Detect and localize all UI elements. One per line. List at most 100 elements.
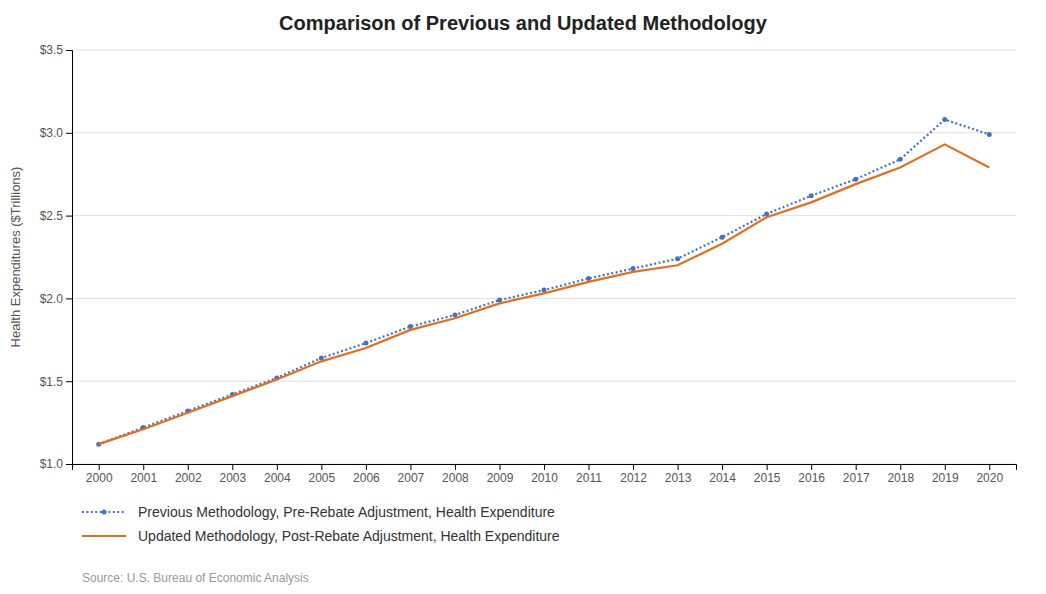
marker: [898, 157, 903, 162]
x-tick: 2008: [442, 464, 469, 485]
y-tick-mark: [66, 298, 72, 299]
legend-item: Updated Methodology, Post-Rebate Adjustm…: [82, 528, 560, 544]
y-tick-label: $1.5: [40, 375, 64, 389]
y-tick-mark: [66, 381, 72, 382]
legend-item: Previous Methodology, Pre-Rebate Adjustm…: [82, 504, 555, 520]
x-tick-label: 2009: [487, 471, 514, 485]
x-tick: 2017: [843, 464, 870, 485]
x-tick-mark: [633, 464, 634, 470]
y-axis-title: Health Expenditures ($Trillions): [8, 167, 23, 348]
x-tick-mark: [143, 464, 144, 470]
x-tick-label: 2020: [976, 471, 1003, 485]
x-tick-mark: [99, 464, 100, 470]
marker: [809, 193, 814, 198]
x-tick: 2004: [264, 464, 291, 485]
plot: 2000 2001 2002 2003 2004 2005 2006 2007 2008 2009…: [40, 43, 1017, 484]
x-tick: 2002: [175, 464, 202, 485]
x-tick-label: 2006: [353, 471, 380, 485]
x-tick-mark: [678, 464, 679, 470]
x-tick: 2000: [86, 464, 113, 485]
x-tick-label: 2000: [86, 471, 113, 485]
marks: [96, 117, 992, 447]
grid-line: [72, 50, 1016, 51]
legend-marker: [102, 510, 107, 515]
x-tick: 2020: [976, 464, 1003, 485]
x-tick: 2013: [665, 464, 692, 485]
x-tick-label: 2014: [709, 471, 736, 485]
x-tick-mark: [544, 464, 545, 470]
x-tick-mark: [232, 464, 233, 470]
y-tick: $1.0: [40, 457, 72, 471]
x-tick-mark: [722, 464, 723, 470]
marker: [853, 177, 858, 182]
grid-line: [72, 215, 1016, 216]
x-tick: 2016: [798, 464, 825, 485]
x-tick-mark: [589, 464, 590, 470]
x-tick-label: 2015: [754, 471, 781, 485]
x-tick: 2014: [709, 464, 736, 485]
series-line: [99, 144, 990, 444]
x-tick-mark: [499, 464, 500, 470]
marker: [363, 341, 368, 346]
x-tick: 2012: [620, 464, 647, 485]
y-tick-label: $1.0: [40, 457, 64, 471]
legend-swatch: [82, 535, 126, 537]
y-tick: $3.5: [40, 43, 72, 57]
x-tick-mark: [366, 464, 367, 470]
x-tick: 2006: [353, 464, 380, 485]
y-tick: $1.5: [40, 375, 72, 389]
y-tick: $2.5: [40, 209, 72, 223]
legend-label: Previous Methodology, Pre-Rebate Adjustm…: [138, 504, 555, 520]
x-tick: 2001: [130, 464, 157, 485]
x-tick-mark: [811, 464, 812, 470]
x-tick: 2019: [932, 464, 959, 485]
y-tick-mark: [66, 464, 72, 465]
marker: [675, 256, 680, 261]
title: Comparison of Previous and Updated Metho…: [279, 12, 768, 34]
y-tick-mark: [66, 133, 72, 134]
x-tick: 2009: [487, 464, 514, 485]
x-tick-label: 2012: [620, 471, 647, 485]
marker: [586, 276, 591, 281]
x-tick-label: 2013: [665, 471, 692, 485]
x-tick-mark: [277, 464, 278, 470]
y-tick-label: $2.0: [40, 292, 64, 306]
x-tick: 2003: [219, 464, 246, 485]
source: Source: U.S. Bureau of Economic Analysis: [82, 571, 309, 585]
y-tick-mark: [66, 50, 72, 51]
y-tick: $2.0: [40, 292, 72, 306]
x-tick-mark: [410, 464, 411, 470]
x-tick: 2011: [576, 464, 602, 485]
x-tick-mark: [455, 464, 456, 470]
x-tick-label: 2008: [442, 471, 469, 485]
x-tick: 2005: [309, 464, 336, 485]
y-tick-label: $3.0: [40, 126, 64, 140]
grid-line: [72, 298, 1016, 299]
y-tick: $3.0: [40, 126, 72, 140]
y-tick-mark: [66, 216, 72, 217]
grid-line: [72, 381, 1016, 382]
x-tick-label: 2005: [309, 471, 336, 485]
x-tick-label: 2004: [264, 471, 291, 485]
x-tick-label: 2003: [219, 471, 246, 485]
x-tick-mark: [321, 464, 322, 470]
marker: [720, 235, 725, 240]
x-tick-mark: [989, 464, 990, 470]
x-tick-label: 2001: [130, 471, 157, 485]
marker: [987, 132, 992, 137]
x-tick-mark: [856, 464, 857, 470]
x-tick-label: 2007: [398, 471, 425, 485]
x-axis: 2000 2001 2002 2003 2004 2005 2006 2007 2008 2009…: [73, 464, 1017, 485]
x-tick-mark: [945, 464, 946, 470]
x-tick-mark: [900, 464, 901, 470]
marker: [942, 117, 947, 122]
x-tick: 2007: [398, 464, 425, 485]
x-tick: 2015: [754, 464, 781, 485]
legend: Previous Methodology, Pre-Rebate Adjustm…: [82, 504, 560, 544]
x-tick-label: 2019: [932, 471, 959, 485]
x-tick: 2018: [887, 464, 914, 485]
grid-line: [72, 132, 1016, 133]
y-axis: $1.0 $1.5 $2.0 $2.5 $3.0 $3.5: [40, 43, 73, 471]
y-axis-line: [66, 51, 73, 465]
x-tick-label: 2016: [798, 471, 825, 485]
